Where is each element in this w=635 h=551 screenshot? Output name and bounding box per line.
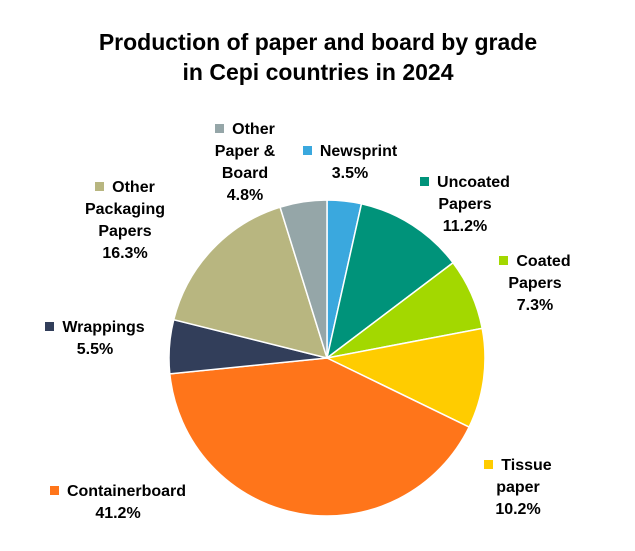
value-label: 16.3% bbox=[102, 245, 148, 262]
slice-label: Tissue paper 10.2% bbox=[478, 455, 558, 521]
slice-label: Wrappings 5.5% bbox=[30, 317, 160, 361]
slice-label: Other Packaging Papers 16.3% bbox=[70, 177, 180, 265]
legend-marker bbox=[45, 322, 55, 331]
value-label: 5.5% bbox=[76, 341, 114, 358]
slice-label: Uncoated Papers 11.2% bbox=[410, 172, 520, 238]
value-label: 4.8% bbox=[226, 187, 264, 204]
label-name-line: Other Paper & Board bbox=[200, 119, 290, 185]
value-label: 7.3% bbox=[516, 297, 554, 314]
label-name-line: Newsprint bbox=[290, 141, 410, 163]
value-label: 41.2% bbox=[95, 505, 141, 522]
slice-label: Coated Papers 7.3% bbox=[490, 251, 580, 317]
chart-title: Production of paper and board by grade i… bbox=[98, 29, 538, 85]
category-name: Uncoated Papers bbox=[437, 174, 510, 213]
label-name-line: Coated Papers bbox=[490, 251, 580, 295]
category-name: Tissue paper bbox=[496, 457, 552, 496]
legend-marker bbox=[484, 460, 494, 469]
pie-slice bbox=[168, 357, 471, 517]
label-name-line: Uncoated Papers bbox=[410, 172, 520, 216]
category-name: Other Paper & Board bbox=[214, 121, 276, 182]
legend-marker bbox=[420, 177, 430, 186]
legend-marker bbox=[499, 256, 509, 265]
legend-marker bbox=[49, 486, 59, 495]
category-name: Wrappings bbox=[62, 319, 145, 336]
slice-label: Newsprint 3.5% bbox=[290, 141, 410, 185]
pie-slice bbox=[279, 199, 328, 359]
legend-marker bbox=[302, 146, 312, 155]
category-name: Containerboard bbox=[66, 483, 187, 500]
slice-label: Containerboard 41.2% bbox=[23, 481, 213, 525]
category-name: Coated Papers bbox=[508, 253, 571, 292]
category-name: Other Packaging Papers bbox=[84, 179, 166, 240]
label-name-line: Wrappings bbox=[30, 317, 160, 339]
category-name: Newsprint bbox=[319, 143, 398, 160]
label-name-line: Containerboard bbox=[23, 481, 213, 503]
value-label: 3.5% bbox=[331, 165, 369, 182]
label-name-line: Other Packaging Papers bbox=[70, 177, 180, 243]
pie-slice bbox=[172, 206, 329, 360]
slice-label: Other Paper & Board 4.8% bbox=[200, 119, 290, 207]
value-label: 10.2% bbox=[495, 501, 541, 518]
pie-slice bbox=[325, 202, 455, 360]
pie-slice bbox=[324, 327, 486, 429]
label-name-line: Tissue paper bbox=[478, 455, 558, 499]
value-label: 11.2% bbox=[442, 218, 488, 235]
legend-marker bbox=[95, 182, 105, 191]
legend-marker bbox=[215, 124, 225, 133]
